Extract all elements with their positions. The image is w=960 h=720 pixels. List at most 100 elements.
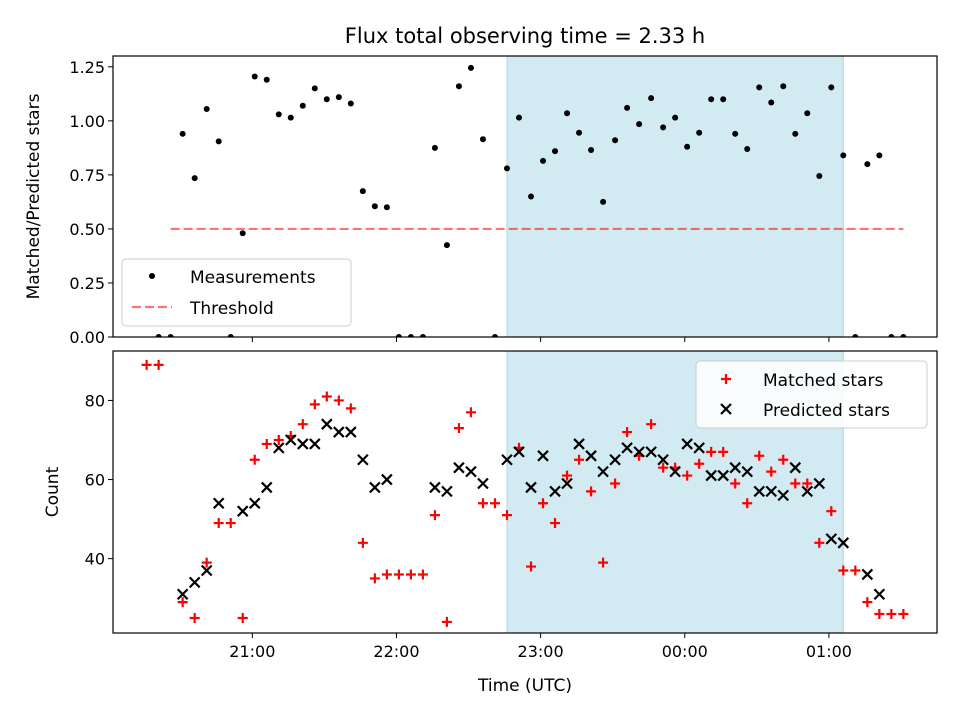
- predicted-star-point: [573, 438, 585, 450]
- matched-star-point: [261, 438, 272, 449]
- matched-star-point: [730, 478, 741, 489]
- matched-star-point: [646, 419, 657, 430]
- predicted-star-point: [297, 438, 309, 450]
- chart-title: Flux total observing time = 2.33 h: [345, 24, 705, 48]
- matched-star-point: [429, 510, 440, 521]
- legend-label: Threshold: [189, 299, 274, 319]
- matched-star-point: [213, 518, 224, 529]
- predicted-star-point: [729, 461, 741, 474]
- predicted-star-point: [549, 485, 561, 498]
- predicted-star-point: [333, 426, 345, 438]
- legend-label: Predicted stars: [763, 401, 890, 421]
- matched-star-point: [309, 399, 320, 410]
- legend-box: [121, 258, 352, 327]
- measurement-point: [287, 114, 294, 121]
- predicted-star-point: [537, 450, 549, 462]
- x-axis-label: Time (UTC): [477, 676, 572, 696]
- matched-star-point: [550, 518, 561, 529]
- predicted-star-point: [765, 485, 778, 498]
- matched-star-point: [538, 498, 549, 509]
- matched-star-point: [898, 609, 909, 620]
- matched-star-point: [381, 569, 392, 580]
- matched-star-point: [598, 557, 609, 568]
- matched-star-point: [718, 446, 729, 457]
- measurement-point: [588, 147, 595, 154]
- predicted-star-point: [212, 497, 225, 510]
- matched-star-point: [766, 466, 777, 477]
- x-tick-label: 23:00: [518, 642, 564, 661]
- matched-star-point: [477, 498, 488, 509]
- measurement-point: [696, 129, 703, 136]
- predicted-star-point: [657, 453, 669, 466]
- predicted-star-point: [369, 481, 381, 494]
- matched-star-point: [682, 470, 693, 481]
- predicted-star-point: [789, 461, 802, 474]
- matched-star-point: [345, 403, 356, 414]
- y-axis-label: Count: [43, 466, 63, 517]
- predicted-star-point: [633, 446, 645, 458]
- series-measurements: [155, 64, 907, 337]
- measurement-point: [251, 73, 258, 80]
- matched-star-point: [393, 569, 404, 580]
- predicted-star-point: [753, 485, 766, 498]
- predicted-star-point: [176, 588, 189, 601]
- predicted-star-point: [429, 481, 441, 494]
- measurement-point: [540, 157, 547, 164]
- measurement-point: [215, 138, 222, 145]
- predicted-star-point: [561, 477, 573, 490]
- plot-area: [141, 359, 909, 627]
- matched-star-point: [297, 419, 308, 430]
- matched-star-point: [886, 609, 897, 620]
- matched-star-point: [357, 537, 368, 548]
- y-tick-label: 0.00: [69, 328, 105, 347]
- y-tick-label: 0.50: [69, 220, 105, 239]
- predicted-star-point: [248, 497, 261, 510]
- measurement-point: [311, 85, 318, 92]
- measurement-point: [780, 83, 787, 90]
- measurement-point: [768, 99, 775, 106]
- predicted-star-point: [501, 453, 513, 466]
- measurement-point: [383, 204, 390, 211]
- matched-star-point: [177, 597, 188, 608]
- predicted-star-point: [345, 426, 357, 438]
- measurement-point: [407, 334, 414, 337]
- measurement-point: [203, 105, 210, 112]
- predicted-star-point: [801, 485, 814, 498]
- predicted-star-point: [200, 564, 213, 577]
- y-tick-label: 0.75: [69, 166, 105, 185]
- measurement-point: [515, 114, 522, 121]
- measurement-point: [179, 130, 186, 137]
- predicted-star-point: [585, 450, 597, 462]
- matched-star-point: [465, 407, 476, 418]
- matched-star-point: [850, 565, 861, 576]
- matched-star-point: [441, 616, 452, 627]
- measurement-point: [648, 95, 655, 102]
- predicted-star-point: [260, 481, 273, 494]
- matched-star-point: [225, 518, 236, 529]
- matched-star-point: [405, 569, 416, 580]
- predicted-star-point: [621, 442, 633, 454]
- measurement-point: [888, 334, 895, 337]
- measurement-point: [864, 161, 871, 168]
- measurement-point: [804, 110, 811, 117]
- matched-star-point: [814, 537, 825, 548]
- measurement-point: [852, 334, 859, 337]
- predicted-star-point: [309, 438, 321, 450]
- predicted-star-point: [513, 446, 525, 458]
- measurement-point: [816, 172, 823, 179]
- y-tick-label: 40: [85, 550, 105, 569]
- y-tick-label: 60: [85, 471, 105, 490]
- matched-star-point: [574, 454, 585, 465]
- matched-star-point: [273, 434, 284, 445]
- predicted-star-point: [693, 442, 705, 454]
- predicted-star-point: [861, 568, 874, 581]
- measurement-point: [431, 144, 438, 151]
- matched-star-point: [862, 597, 873, 608]
- measurement-point: [600, 198, 607, 205]
- measurement-point: [263, 76, 270, 83]
- matched-star-point: [189, 612, 200, 623]
- matched-star-point: [874, 609, 885, 620]
- measurement-point: [612, 137, 619, 144]
- matched-star-point: [754, 450, 765, 461]
